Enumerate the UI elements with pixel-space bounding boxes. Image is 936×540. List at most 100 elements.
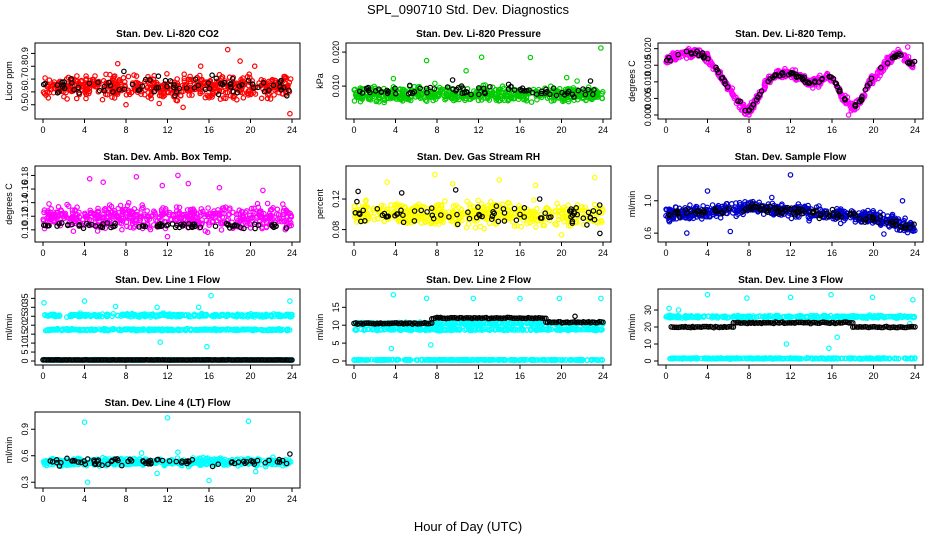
data-point [599,95,606,102]
data-point [267,96,274,102]
data-point [107,71,113,78]
panel-ylabel: Licor ppm [4,61,14,101]
data-point [171,93,177,100]
data-point [392,90,399,97]
data-point [497,93,504,99]
data-point [245,92,252,98]
data-point [139,83,146,90]
data-point [61,79,67,85]
data-point [553,92,560,99]
data-point [437,87,444,93]
data-point [148,95,155,102]
data-point [450,92,456,99]
x-tick-label: 24 [287,125,297,135]
data-point [523,88,530,94]
data-point [159,87,165,94]
data-point [393,96,400,102]
data-point [396,94,403,101]
x-tick-label: 20 [245,125,255,135]
data-point-outlier [197,63,204,69]
data-point [239,82,245,88]
data-point [489,90,495,96]
data-point-outlier [574,78,580,84]
y-tick-label: 0.020 [643,37,653,60]
data-point [422,97,429,104]
data-point [245,77,252,84]
data-point [561,97,568,103]
data-point [153,79,160,86]
data-point [360,93,367,100]
panel-points [40,46,294,117]
data-point [569,91,576,98]
data-point [424,89,430,96]
data-point [46,77,53,83]
data-point [523,98,530,104]
data-point [594,94,601,100]
y-tick-label: 0.9 [20,47,30,60]
data-point [155,84,162,91]
y-tick-label: 0.020 [331,41,341,64]
data-point [183,85,190,91]
data-point-outlier [390,75,397,82]
data-point [475,85,482,91]
data-point [135,87,142,94]
panel-points [663,44,918,118]
data-point [367,89,373,96]
data-point [227,81,234,88]
data-point [83,76,90,82]
y-tick-label: 0.7 [20,73,30,86]
data-point [122,79,128,85]
x-tick-label: 0 [40,125,45,135]
data-point [83,95,89,102]
data-point [109,76,116,83]
data-point-outlier [209,72,215,79]
data-point [401,87,407,93]
data-point [71,87,77,93]
data-point [431,91,438,97]
data-point [444,84,451,90]
data-point [599,89,606,95]
data-point [522,96,529,103]
data-point [487,84,493,90]
data-point [502,90,509,97]
data-point [282,74,289,81]
data-point [155,73,162,80]
data-point [219,88,226,95]
data-point [68,76,74,82]
data-point [202,86,209,93]
data-point [277,79,283,85]
data-point [264,95,271,102]
data-point [385,88,392,95]
data-point-outlier [287,110,293,117]
y-tick-label: 1.0 [643,195,653,208]
x-tick-label: 24 [598,125,608,135]
data-point-outlier [123,101,129,108]
data-point [508,95,515,102]
data-point [246,71,253,78]
panel-ylabel: kPa [315,73,325,89]
data-point [170,84,177,91]
data-point [83,73,89,79]
data-point [399,98,406,104]
x-tick-label: 4 [705,125,710,135]
data-point [129,81,136,88]
data-point [492,86,499,93]
data-point [544,88,550,95]
data-point [260,80,267,86]
panel-ylabel: degrees C [4,183,14,225]
x-tick-label: 8 [123,248,128,258]
data-point [351,87,358,93]
data-point [109,94,115,101]
data-point [151,88,158,95]
data-point [477,94,483,101]
data-point [450,86,456,92]
data-point [76,90,82,96]
data-point [61,93,67,100]
data-point [443,91,450,98]
data-point [160,93,166,100]
data-point [529,89,536,96]
data-point [550,85,557,92]
data-point [110,89,116,95]
